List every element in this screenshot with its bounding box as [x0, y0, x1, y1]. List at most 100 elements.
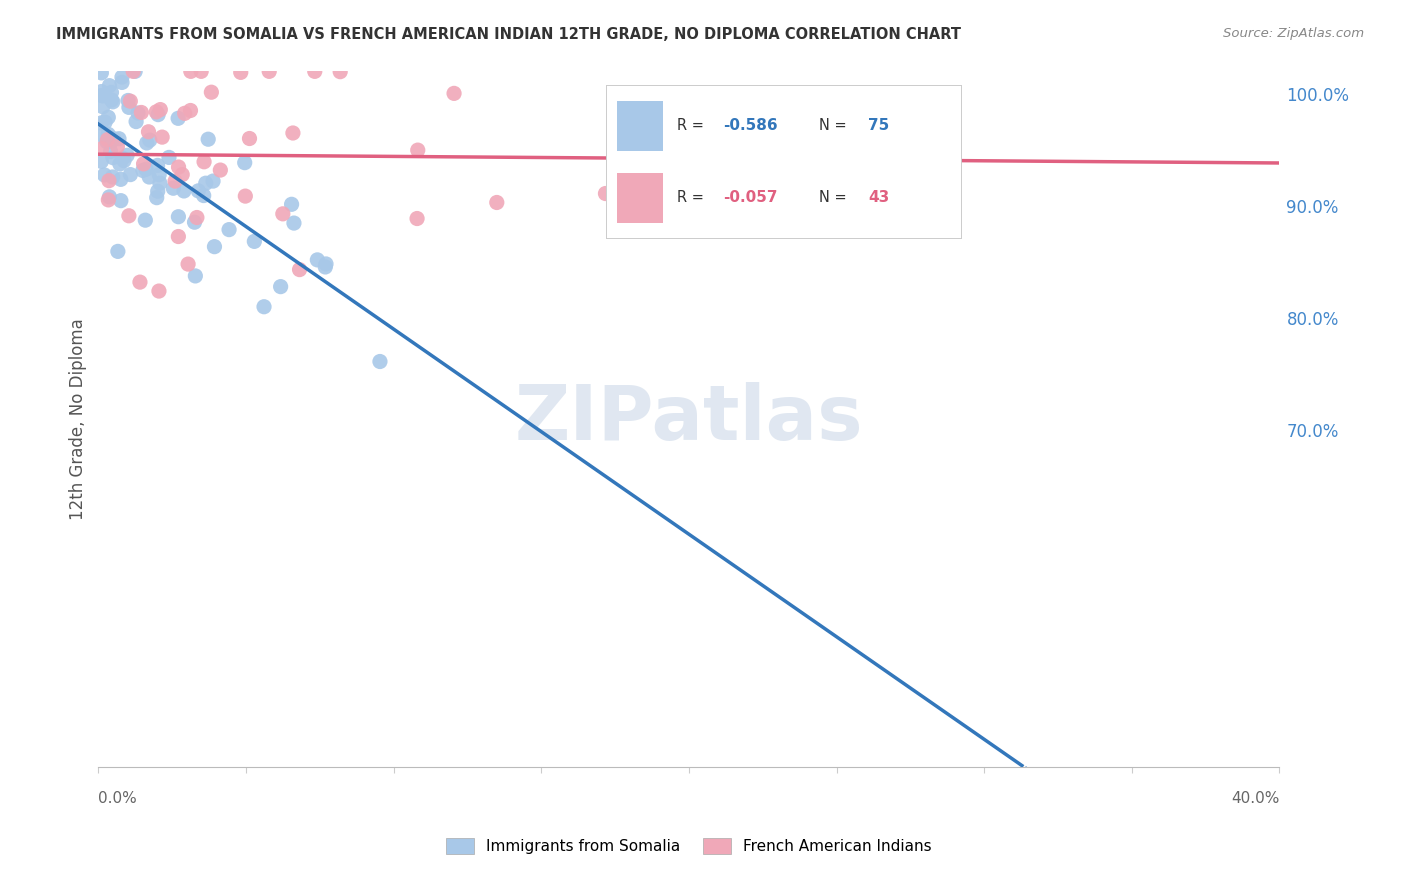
Point [304, 64, 326, 78]
Point [96, 135, 118, 149]
Point [125, 114, 148, 128]
Text: IMMIGRANTS FROM SOMALIA VS FRENCH AMERICAN INDIAN 12TH GRADE, NO DIPLOMA CORRELA: IMMIGRANTS FROM SOMALIA VS FRENCH AMERIC… [56, 27, 962, 42]
Point [111, 70, 134, 84]
Point [443, 87, 465, 101]
Point [107, 244, 129, 259]
Point [229, 65, 252, 79]
Point [149, 176, 172, 190]
Point [281, 126, 304, 140]
Point [148, 284, 170, 298]
Point [193, 154, 215, 169]
Point [134, 213, 156, 227]
Point [122, 64, 145, 78]
Point [129, 275, 152, 289]
Point [98, 190, 121, 204]
Point [97, 193, 120, 207]
Point [243, 235, 266, 249]
Point [90, 154, 112, 169]
Point [150, 130, 173, 145]
Point [118, 100, 141, 114]
Point [131, 105, 153, 120]
Point [135, 136, 157, 150]
Point [110, 172, 132, 186]
Point [238, 131, 260, 145]
Point [103, 132, 125, 146]
Point [120, 94, 142, 108]
Point [180, 64, 202, 78]
Point [124, 64, 146, 78]
Point [165, 174, 187, 188]
Point [97, 128, 120, 142]
Point [132, 163, 155, 178]
Point [115, 148, 138, 162]
Point [127, 106, 149, 120]
Point [283, 216, 305, 230]
Point [485, 195, 508, 210]
Point [270, 279, 292, 293]
Point [167, 160, 190, 174]
Point [110, 194, 132, 208]
Point [406, 143, 429, 157]
Point [111, 151, 134, 165]
Point [91, 128, 114, 143]
Point [202, 174, 225, 188]
Point [100, 93, 122, 107]
Point [329, 64, 352, 78]
Point [190, 64, 212, 78]
Point [108, 157, 131, 171]
Point [90, 142, 112, 156]
Point [197, 132, 219, 146]
Point [146, 184, 169, 198]
Point [257, 64, 280, 78]
Point [200, 85, 222, 99]
Point [90, 88, 112, 103]
Point [101, 151, 124, 165]
Point [184, 268, 207, 283]
Point [271, 207, 294, 221]
Point [406, 211, 429, 226]
Point [98, 78, 121, 93]
Point [146, 108, 169, 122]
Point [91, 100, 114, 114]
Point [145, 104, 167, 119]
Point [146, 158, 169, 172]
Point [100, 134, 122, 148]
Point [172, 168, 194, 182]
Text: Source: ZipAtlas.com: Source: ZipAtlas.com [1223, 27, 1364, 40]
Point [138, 169, 160, 184]
Point [138, 125, 160, 139]
Point [204, 240, 226, 254]
Point [108, 132, 131, 146]
Point [135, 162, 157, 177]
Point [179, 103, 201, 118]
Point [173, 106, 195, 120]
Point [209, 163, 232, 178]
Point [94, 115, 117, 129]
Point [194, 176, 217, 190]
Point [98, 174, 121, 188]
Point [218, 222, 240, 236]
Point [149, 103, 172, 117]
Point [167, 229, 190, 244]
Point [595, 186, 617, 201]
Point [139, 133, 162, 147]
Point [111, 75, 134, 89]
Point [93, 168, 115, 182]
Point [368, 354, 391, 368]
Text: 0.0%: 0.0% [98, 791, 138, 805]
Point [233, 155, 256, 169]
Point [101, 169, 124, 184]
Point [132, 157, 155, 171]
Point [183, 215, 205, 229]
Point [233, 189, 256, 203]
Point [90, 85, 112, 99]
Point [167, 112, 190, 126]
Legend: Immigrants from Somalia, French American Indians: Immigrants from Somalia, French American… [440, 832, 938, 861]
Y-axis label: 12th Grade, No Diploma: 12th Grade, No Diploma [69, 318, 87, 520]
Point [90, 66, 112, 80]
Point [187, 184, 209, 198]
Point [288, 262, 311, 277]
Point [148, 168, 170, 182]
Point [145, 191, 167, 205]
Point [193, 188, 215, 202]
